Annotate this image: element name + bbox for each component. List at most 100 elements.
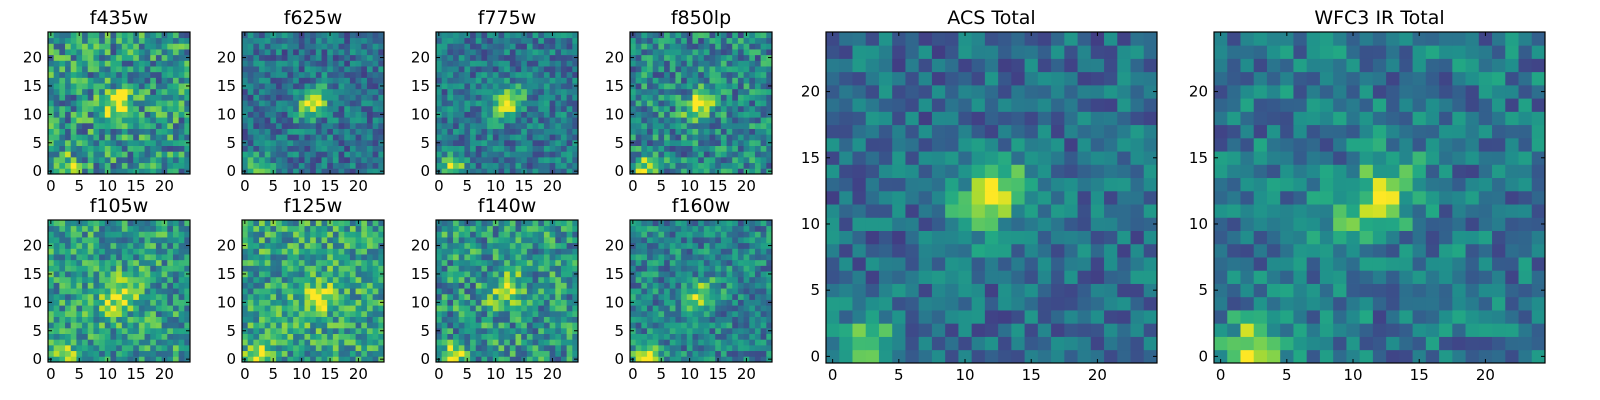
heatmap-cell [344,128,351,135]
heatmap-cell [566,225,573,232]
heatmap-cell [138,293,145,300]
heatmap-cell [253,54,260,61]
heatmap-cell [737,299,744,306]
heatmap-cell [630,60,637,67]
heatmap-cell [247,60,254,67]
heatmap-cell [543,305,550,312]
heatmap-cell [270,37,277,44]
heatmap-cell [492,254,499,261]
heatmap-cell [127,276,134,283]
x-tick-label: 15 [320,177,339,195]
heatmap-cell [167,288,174,295]
heatmap-cell [647,117,654,124]
heatmap-cell [127,37,134,44]
heatmap-cell [65,88,72,95]
heatmap-cell [487,333,494,340]
heatmap-cell [686,37,693,44]
heatmap-cell [737,293,744,300]
heatmap-cell [276,231,283,238]
heatmap-cell [566,293,573,300]
heatmap-cell [481,54,488,61]
heatmap-cell [355,288,362,295]
heatmap-cell [276,66,283,73]
heatmap-cell [178,49,185,56]
heatmap-cell [487,100,494,107]
heatmap-cell [692,310,699,317]
heatmap-cell [572,248,579,255]
heatmap-cell [121,276,128,283]
heatmap-cell [709,310,716,317]
heatmap-cell [121,168,128,175]
heatmap-cell [572,276,579,283]
heatmap-cell [144,139,151,146]
heatmap-cell [133,225,140,232]
heatmap-cell [48,225,55,232]
heatmap-cell [635,128,642,135]
heatmap-cell [378,265,385,272]
heatmap-cell [675,276,682,283]
heatmap-cell [635,282,642,289]
heatmap-cell [349,83,356,90]
heatmap-cell [104,237,111,244]
heatmap-cell [110,32,117,39]
heatmap-cell [76,128,83,135]
heatmap-cell [720,100,727,107]
heatmap-cell [641,37,648,44]
heatmap-cell [321,265,328,272]
heatmap-cell [652,162,659,169]
heatmap-cell [703,162,710,169]
heatmap-cell [116,94,123,101]
heatmap-cell [715,162,722,169]
heatmap-cell [70,220,77,227]
heatmap-cell [481,276,488,283]
heatmap-cell [99,32,106,39]
heatmap-cell [675,162,682,169]
heatmap-cell [453,248,460,255]
heatmap-cell [658,316,665,323]
heatmap-cell [150,299,157,306]
heatmap-cell [281,43,288,50]
heatmap-cell [481,356,488,363]
heatmap-cell [332,225,339,232]
heatmap-cell [76,100,83,107]
heatmap-cell [178,156,185,164]
heatmap-cell [498,71,505,78]
heatmap-cell [664,77,671,84]
heatmap-cell [475,265,482,272]
heatmap-cell [543,71,550,78]
heatmap-cell [504,168,511,175]
heatmap-cell [664,299,671,306]
heatmap-cell [332,350,339,357]
heatmap-cell [703,333,710,340]
heatmap-cell [121,350,128,357]
heatmap-cell [464,156,471,164]
heatmap-cell [698,105,705,112]
heatmap-cell [138,248,145,255]
heatmap-cell [150,322,157,329]
heatmap-cell [338,32,345,39]
heatmap-cell [560,242,568,249]
heatmap-cell [366,32,374,39]
heatmap-cell [121,299,128,306]
heatmap-cell [53,327,60,334]
heatmap-cell [104,49,111,56]
heatmap-cell [93,162,100,169]
heatmap-cell [498,288,505,295]
heatmap-cell [492,156,499,164]
heatmap-cell [355,83,362,90]
heatmap-cell [487,288,494,295]
heatmap-cell [464,134,471,141]
heatmap-cell [287,225,294,232]
heatmap-cell [138,37,145,44]
heatmap-cell [332,316,339,323]
heatmap-cell [338,356,345,363]
heatmap-cell [121,151,128,158]
heatmap-cell [259,168,266,175]
x-tick-label: 5 [268,177,278,195]
heatmap-cell [287,168,294,175]
heatmap-cell [630,43,637,50]
heatmap-cell [766,105,773,112]
heatmap-cell [242,94,249,101]
heatmap-cell [338,305,345,312]
